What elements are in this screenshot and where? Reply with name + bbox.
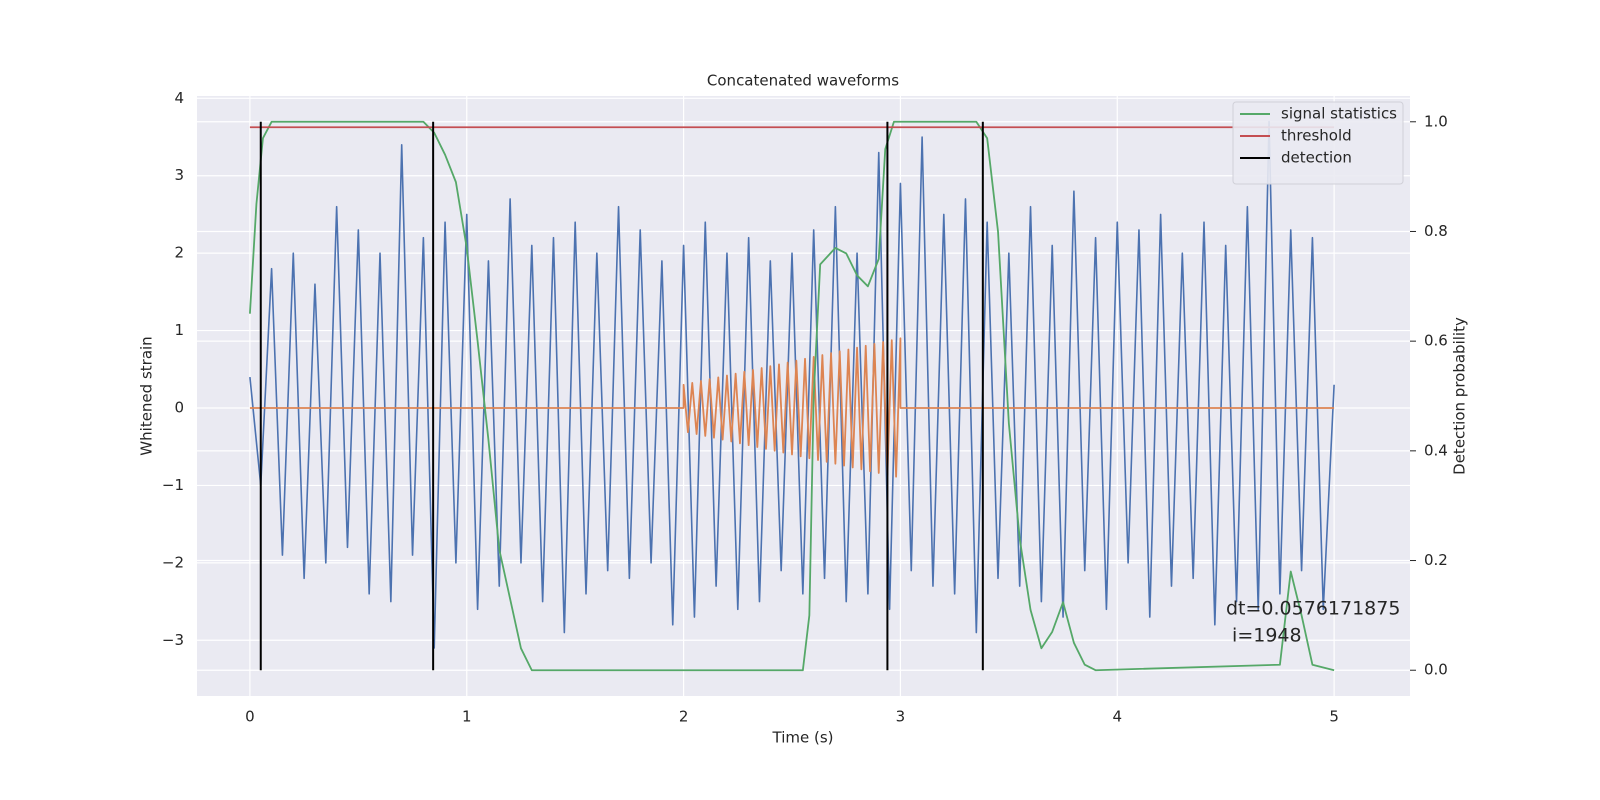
y2-tick-label: 0.8 (1424, 222, 1448, 240)
legend-label: threshold (1281, 127, 1352, 145)
y2-tick-label: 0.2 (1424, 551, 1448, 569)
y-tick-label: −2 (162, 553, 184, 571)
y-axis-label: Whitened strain (138, 336, 156, 455)
x-tick-label: 4 (1112, 708, 1122, 726)
y-tick-label: 1 (174, 321, 184, 339)
x-tick-label: 0 (245, 708, 255, 726)
y2-axis-label: Detection probability (1451, 317, 1469, 475)
y-tick-label: 0 (174, 399, 184, 417)
annotation-text: i=1948 (1226, 625, 1302, 647)
marks (249, 120, 1335, 672)
y-tick-label: 2 (174, 244, 184, 262)
legend-box (1232, 101, 1404, 185)
y2-tick-label: 0.4 (1424, 441, 1448, 459)
series-line (249, 337, 1335, 478)
y-tick-label: −1 (162, 476, 184, 494)
y2-tick-label: 0.0 (1424, 661, 1448, 679)
y2-tick-label: 1.0 (1424, 112, 1448, 130)
y-tick-label: 4 (174, 89, 184, 107)
x-tick-label: 3 (896, 708, 906, 726)
x-axis-label: Time (s) (772, 729, 834, 747)
x-tick-label: 1 (462, 708, 472, 726)
chart-title: Concatenated waveforms (707, 72, 899, 90)
legend: signal statistics threshold detection (1232, 101, 1404, 185)
y2-tick-label: 0.6 (1424, 332, 1448, 350)
annotation: dt=0.0576171875 i=1948 (1226, 598, 1400, 647)
annotation-text: dt=0.0576171875 (1226, 598, 1400, 620)
x-tick-label: 2 (679, 708, 689, 726)
series-line (249, 120, 1335, 672)
series-line (249, 120, 1335, 649)
y-tick-label: −3 (162, 631, 184, 649)
legend-label: signal statistics (1281, 105, 1397, 123)
x-tick-label: 5 (1329, 708, 1339, 726)
y-tick-label: 3 (174, 166, 184, 184)
legend-label: detection (1281, 149, 1352, 167)
